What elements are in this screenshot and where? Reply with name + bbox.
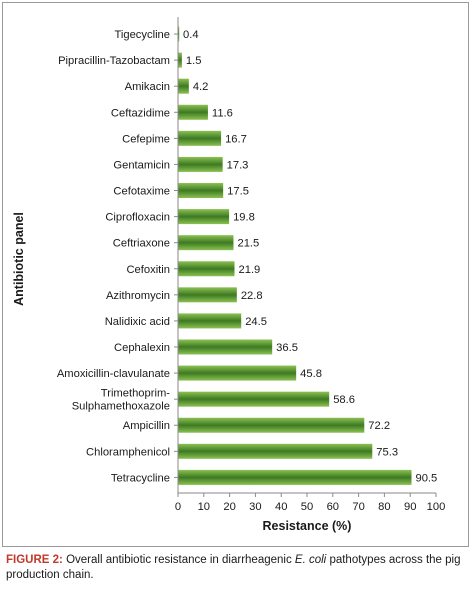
y-axis-title: Antibiotic panel <box>12 212 26 306</box>
caption-text-before: Overall antibiotic resistance in diarrhe… <box>62 554 295 566</box>
x-tick-label: 50 <box>301 501 313 513</box>
x-tick-label: 90 <box>404 501 416 513</box>
x-tick-label: 30 <box>249 501 261 513</box>
bar <box>178 391 330 407</box>
y-tick-label: Amoxicillin-clavulanate <box>57 368 170 380</box>
caption-label: FIGURE 2: <box>6 554 63 566</box>
x-tick-label: 100 <box>427 501 446 513</box>
x-tick-label: 10 <box>198 501 210 513</box>
x-tick-label: 80 <box>378 501 390 513</box>
y-tick-label: Pipracillin-Tazobactam <box>58 55 170 67</box>
y-tick-label: Trimethoprim-Sulphamethoxazole <box>72 388 171 413</box>
x-axis-title: Resistance (%) <box>263 519 352 533</box>
data-label: 75.3 <box>376 446 398 458</box>
y-tick-label: Ceftriaxone <box>113 238 170 250</box>
data-label: 19.8 <box>233 212 255 224</box>
data-label: 90.5 <box>415 472 437 484</box>
bar <box>178 417 365 433</box>
bar <box>178 156 223 172</box>
data-label: 58.6 <box>333 394 355 406</box>
x-tick-label: 0 <box>175 501 181 513</box>
data-label: 0.4 <box>183 29 199 41</box>
y-tick-label: Cefepime <box>122 133 170 145</box>
bar <box>178 26 180 42</box>
data-label: 21.9 <box>239 264 261 276</box>
y-tick-label: Nalidixic acid <box>105 316 170 328</box>
bar <box>178 130 222 146</box>
data-label: 17.5 <box>227 186 249 198</box>
bar <box>178 78 189 94</box>
y-tick-label: Cephalexin <box>114 342 170 354</box>
x-tick-label: 20 <box>223 501 235 513</box>
bar-chart: Tigecycline 0.4 Pipracillin-Tazobactam 1.5 A… <box>12 17 446 533</box>
data-label: 16.7 <box>225 133 247 145</box>
bar <box>178 443 373 459</box>
data-label: 1.5 <box>186 55 202 67</box>
bar <box>178 261 235 277</box>
chart-frame: Tigecycline 0.4 Pipracillin-Tazobactam 1.5 A… <box>2 2 469 547</box>
y-tick-label: Azithromycin <box>106 290 170 302</box>
caption-text-after: pathotypes across the pig production cha… <box>6 554 461 581</box>
y-tick-label: Chloramphenicol <box>86 446 170 458</box>
data-label: 4.2 <box>193 81 209 93</box>
y-tick-label: Cefoxitin <box>126 264 170 276</box>
bar <box>178 183 224 199</box>
x-tick-label: 40 <box>275 501 287 513</box>
bar <box>178 287 237 303</box>
data-label: 36.5 <box>276 342 298 354</box>
y-tick-label: Tetracycline <box>111 472 170 484</box>
y-tick-label: Ciprofloxacin <box>105 212 170 224</box>
bar <box>178 104 208 120</box>
y-tick-label: Amikacin <box>125 81 170 93</box>
y-tick-label: Tigecycline <box>114 29 170 41</box>
y-tick-label: Ceftazidime <box>111 107 170 119</box>
bar <box>178 209 230 225</box>
bar <box>178 313 242 329</box>
data-label: 21.5 <box>237 238 259 250</box>
bar <box>178 52 182 68</box>
data-label: 24.5 <box>245 316 267 328</box>
y-tick-label: Ampicillin <box>123 420 170 432</box>
bar <box>178 365 297 381</box>
y-tick-label: Cefotaxime <box>113 186 170 198</box>
data-label: 22.8 <box>241 290 263 302</box>
data-label: 72.2 <box>368 420 390 432</box>
data-label: 11.6 <box>212 107 233 119</box>
bar <box>178 235 234 251</box>
y-tick-label: Gentamicin <box>113 159 170 171</box>
data-label: 45.8 <box>300 368 322 380</box>
x-tick-label: 70 <box>352 501 364 513</box>
figure-caption: FIGURE 2: Overall antibiotic resistance … <box>6 553 468 583</box>
caption-italic: E. coli <box>294 554 327 566</box>
bar <box>178 469 412 485</box>
x-tick-label: 60 <box>327 501 339 513</box>
bar <box>178 339 273 355</box>
data-label: 17.3 <box>227 159 249 171</box>
